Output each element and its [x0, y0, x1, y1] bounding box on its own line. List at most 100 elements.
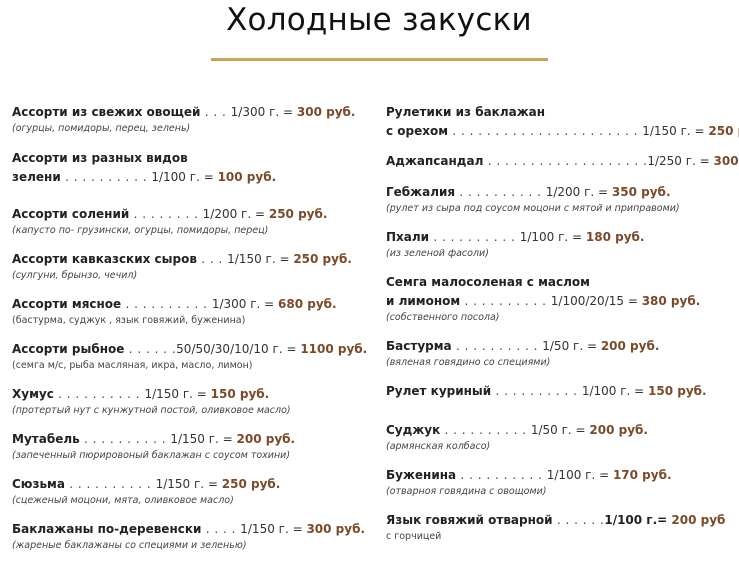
menu-item: Суджук . . . . . . . . . . 1/50 г. = 200… — [386, 421, 648, 454]
dot-leader: . . . . . . . . . . . . . . . . . . . — [483, 154, 648, 168]
item-price: 680 руб. — [278, 297, 337, 311]
item-description: (сулгуни, брынзо, чечил) — [12, 270, 138, 281]
item-portion: 1/250 г. = — [647, 154, 714, 168]
menu-item: Язык говяжий отварной . . . . . .1/100 г… — [386, 511, 725, 544]
item-name: с орехом — [386, 124, 449, 138]
item-line: Ассорти из свежих овощей . . . 1/300 г. … — [12, 103, 355, 122]
item-description: (семга м/с, рыба масляная, икра, масло, … — [12, 360, 253, 371]
item-price: 200 руб. — [236, 432, 296, 446]
item-price: 100 руб. — [217, 170, 277, 184]
item-portion: 1/100 г. = — [519, 230, 586, 244]
item-price: 250 руб. — [268, 207, 328, 221]
item-description: (вяленая говядино со специями) — [386, 357, 551, 368]
menu-item: Пхали . . . . . . . . . . 1/100 г. = 180… — [386, 228, 644, 261]
dot-leader: . . . . . . . . — [129, 207, 203, 221]
item-price: 150 руб. — [648, 384, 707, 398]
item-description: (бастурма, суджук , язык говяжий, бужени… — [12, 315, 246, 326]
item-description: (запеченный пюрировоный баклажан с соусо… — [12, 450, 291, 461]
item-line: Суджук . . . . . . . . . . 1/50 г. = 200… — [386, 421, 648, 440]
dot-leader: . . . . . . . . . . — [455, 185, 546, 199]
item-description: (из зеленой фасоли) — [386, 248, 489, 259]
menu-item: Ассорти солений . . . . . . . . 1/200 г.… — [12, 205, 327, 238]
dot-leader: . . . . . . . . . . — [456, 468, 547, 482]
dot-leader: . . . . . . . . . . — [491, 384, 582, 398]
item-line: Ассорти кавказских сыров . . . 1/150 г. … — [12, 250, 352, 269]
item-portion: 1/150 г. = — [155, 477, 222, 491]
dot-leader: . . . . . . . . . . — [79, 432, 171, 446]
item-description: (огурцы, помидоры, перец, зелень) — [12, 123, 191, 134]
item-line: Рулет куриный . . . . . . . . . . 1/100 … — [386, 382, 707, 401]
menu-item: Ассорти кавказских сыров . . . 1/150 г. … — [12, 250, 352, 283]
item-price: 180 руб. — [585, 230, 645, 244]
title-divider — [211, 58, 548, 61]
item-line: Гебжалия . . . . . . . . . . 1/200 г. = … — [386, 183, 680, 202]
item-name: и лимоном — [386, 294, 461, 308]
dot-leader: . . . . . . . . . . — [53, 387, 145, 401]
menu-item: Баклажаны по-деревенски . . . . 1/150 г.… — [12, 520, 365, 553]
item-description: (сцеженый моцони, мята, оливковое масло) — [12, 495, 234, 506]
menu-item: Ассорти рыбное . . . . . .50/50/30/10/10… — [12, 340, 367, 373]
item-name: Ассорти из свежих овощей — [12, 105, 201, 119]
item-name: зелени — [12, 170, 61, 184]
item-portion: 1/50 г. = — [530, 423, 590, 437]
item-line: Ассорти солений . . . . . . . . 1/200 г.… — [12, 205, 327, 224]
item-portion: 1/150 г. = — [144, 387, 211, 401]
dot-leader: . . . — [196, 252, 228, 266]
item-line: Хумус . . . . . . . . . . 1/150 г. = 150… — [12, 385, 291, 404]
menu-item: Аджапсандал . . . . . . . . . . . . . . … — [386, 152, 739, 171]
item-price: 250 руб. — [708, 124, 739, 138]
item-portion: 1/100 г.= — [604, 513, 672, 527]
dot-leader: . . . . . . . . . . — [60, 170, 152, 184]
item-description: (жареные баклажаны со специями и зеленью… — [12, 540, 247, 551]
item-name: Аджапсандал — [386, 154, 484, 168]
item-description: (протертый нут с кунжутной постой, оливк… — [12, 405, 291, 416]
item-description: (армянская колбасо) — [386, 441, 491, 452]
menu-item: Гебжалия . . . . . . . . . . 1/200 г. = … — [386, 183, 680, 216]
menu-item: Сюзьма . . . . . . . . . . 1/150 г. = 25… — [12, 475, 280, 508]
item-name: Ассорти солений — [12, 207, 130, 221]
dot-leader: . . . . . . . . . . — [429, 230, 520, 244]
item-price: 300 руб. — [296, 105, 356, 119]
dot-leader: . . . . . . . . . . — [451, 339, 543, 353]
item-name: Бастурма — [386, 339, 452, 353]
dot-leader: . . . . . . — [552, 513, 605, 527]
item-price: 300 руб. — [306, 522, 366, 536]
item-name-line1: Рулетики из баклажан — [386, 105, 546, 119]
item-name-line1: Ассорти из разных видов — [12, 151, 188, 165]
item-price: 300 руб. — [713, 154, 739, 168]
item-line: Баклажаны по-деревенски . . . . 1/150 г.… — [12, 520, 365, 539]
item-description: (капусто по- грузински, огурцы, помидоры… — [12, 225, 269, 236]
item-name: Суджук — [386, 423, 441, 437]
item-portion: 1/200 г. = — [202, 207, 269, 221]
menu-item: Хумус . . . . . . . . . . 1/150 г. = 150… — [12, 385, 291, 418]
item-portion: 1/150 г. = — [240, 522, 307, 536]
menu-item: Бастурма . . . . . . . . . . 1/50 г. = 2… — [386, 337, 659, 370]
item-price: 200 руб. — [589, 423, 648, 437]
page-title: Холодные закуски — [226, 2, 532, 38]
item-name: Баклажаны по-деревенски — [12, 522, 202, 536]
item-name: Буженина — [386, 468, 457, 482]
item-line: Буженина . . . . . . . . . . 1/100 г. = … — [386, 466, 672, 485]
item-name: Ассорти рыбное — [12, 342, 125, 356]
item-name-line1: Семга малосоленая с маслом — [386, 275, 590, 289]
item-price: 170 руб. — [612, 468, 672, 482]
item-line: и лимоном . . . . . . . . . . 1/100/20/1… — [386, 292, 700, 311]
item-description: (отварноя говядина с овощоми) — [386, 486, 547, 497]
menu-item: Ассорти из свежих овощей . . . 1/300 г. … — [12, 103, 355, 136]
item-portion: 1/200 г. = — [545, 185, 612, 199]
item-line: Бастурма . . . . . . . . . . 1/50 г. = 2… — [386, 337, 659, 356]
item-portion: 1/100/20/15 = — [550, 294, 642, 308]
menu-item: Ассорти мясное . . . . . . . . . . 1/300… — [12, 295, 337, 328]
dot-leader: . . . . . . . . . . — [64, 477, 156, 491]
item-price: 150 руб. — [210, 387, 270, 401]
item-name: Язык говяжий отварной — [386, 513, 553, 527]
item-portion: 1/100 г. = — [581, 384, 649, 398]
item-name: Мутабель — [12, 432, 80, 446]
item-name: Сюзьма — [12, 477, 65, 491]
item-price: 200 руб. — [600, 339, 660, 353]
dot-leader: . . . . . . . . . . — [121, 297, 212, 311]
item-line: Мутабель . . . . . . . . . . 1/150 г. = … — [12, 430, 295, 449]
item-name: Рулет куриный — [386, 384, 492, 398]
item-name: Ассорти мясное — [12, 297, 122, 311]
menu-item: Семга малосоленая с маслом и лимоном . . … — [386, 273, 700, 325]
